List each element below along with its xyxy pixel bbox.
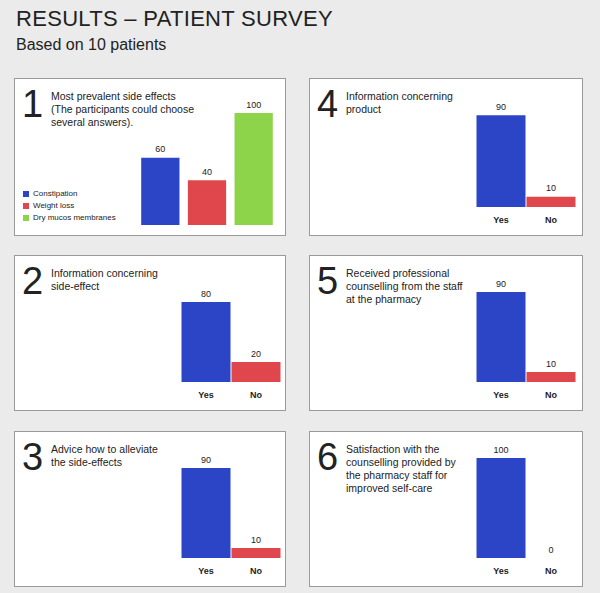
- html-text:Received professional counsell: Received professional counselling from t…: [346, 267, 463, 305]
- svg-text:Yes: Yes: [493, 566, 509, 576]
- svg-text:No: No: [250, 566, 262, 576]
- html-text:1: 1: [22, 83, 44, 125]
- svg-text:80: 80: [201, 289, 211, 299]
- svg-text:60: 60: [155, 144, 165, 154]
- svg-text:100: 100: [246, 100, 261, 110]
- svg-text:10: 10: [251, 535, 261, 545]
- html-text:Information concerning side-ef: Information concerning side-effect: [51, 267, 158, 292]
- html-text:5: 5: [317, 260, 339, 302]
- svg-text:Yes: Yes: [493, 215, 509, 225]
- html-text:3: 3: [22, 436, 44, 478]
- html-text:Information concerning product: Information concerning product: [346, 90, 453, 115]
- svg-text:10: 10: [546, 359, 556, 369]
- svg-text:90: 90: [496, 102, 506, 112]
- svg-text:90: 90: [201, 455, 211, 465]
- html-text:Satisfaction with the counsell: Satisfaction with the counselling provid…: [346, 443, 456, 494]
- html-text:Advice how to alleviate the si: Advice how to alleviate the side-effects: [51, 443, 158, 468]
- svg-text:No: No: [250, 390, 262, 400]
- svg-text:40: 40: [202, 167, 212, 177]
- html-text:Weight loss: Weight loss: [33, 201, 75, 210]
- html-text:Based on 10 patients: Based on 10 patients: [16, 36, 167, 53]
- svg-text:Yes: Yes: [493, 390, 509, 400]
- svg-text:100: 100: [493, 445, 508, 455]
- html-text:6: 6: [317, 436, 339, 478]
- svg-text:Yes: Yes: [198, 566, 214, 576]
- html-text:RESULTS – PATIENT SURVEY: RESULTS – PATIENT SURVEY: [16, 6, 333, 31]
- html-text:(The participants could choose: (The participants could choose several a…: [51, 103, 194, 128]
- svg-text:No: No: [545, 566, 557, 576]
- svg-text:Yes: Yes: [198, 390, 214, 400]
- svg-text:0: 0: [548, 545, 553, 555]
- html-text:2: 2: [22, 260, 44, 302]
- html-text:Most prevalent side effects: Most prevalent side effects: [51, 90, 176, 102]
- html-text:4: 4: [317, 83, 339, 125]
- svg-text:90: 90: [496, 279, 506, 289]
- svg-text:No: No: [545, 390, 557, 400]
- html-text:Dry mucos membranes: Dry mucos membranes: [33, 213, 116, 222]
- html-text:Constipation: Constipation: [33, 189, 78, 198]
- svg-text:No: No: [545, 215, 557, 225]
- svg-text:20: 20: [251, 349, 261, 359]
- svg-text:10: 10: [546, 183, 556, 193]
